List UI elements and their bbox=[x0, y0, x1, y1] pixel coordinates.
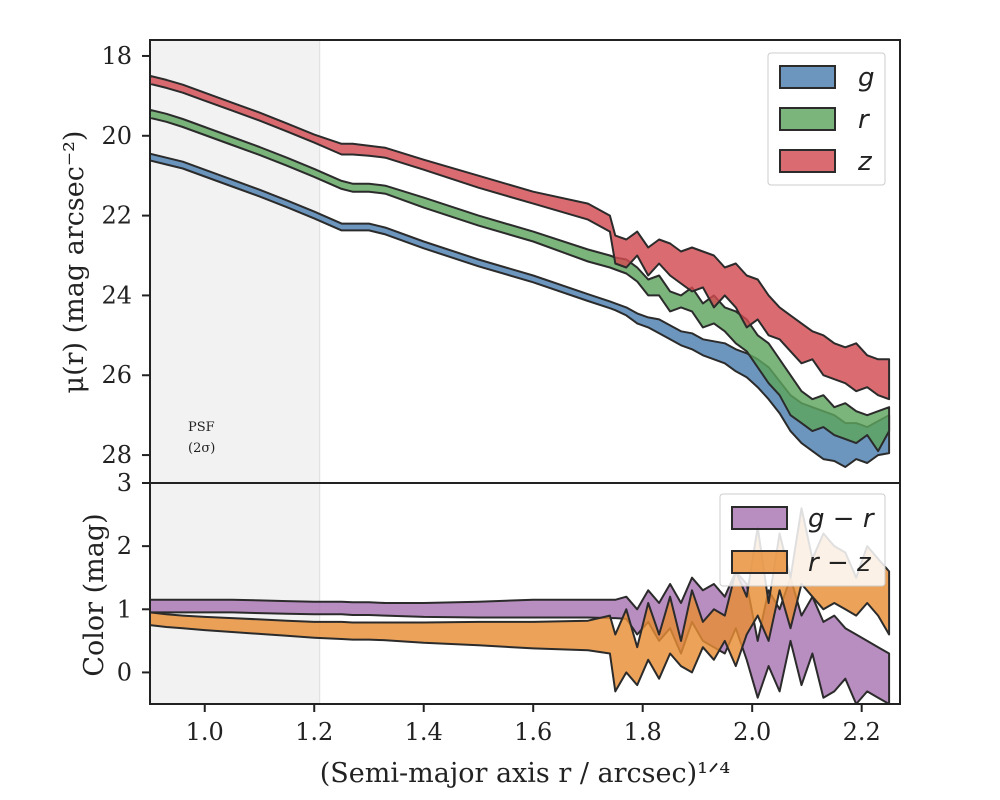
y-axis-label-top: μ(r) (mag arcsec⁻²) bbox=[59, 131, 90, 394]
x-axis-label: (Semi-major axis r / arcsec)¹ᐟ⁴ bbox=[320, 758, 730, 789]
legend-label: r bbox=[858, 105, 871, 135]
x-tick-label: 2.2 bbox=[843, 718, 881, 746]
psf-shade-top bbox=[150, 40, 320, 483]
legend-swatch bbox=[779, 149, 836, 173]
x-tick-label: 1.4 bbox=[405, 718, 443, 746]
psf-sublabel: (2σ) bbox=[188, 441, 215, 456]
x-tick-label: 1.0 bbox=[186, 718, 224, 746]
legend-label: g − r bbox=[808, 504, 876, 534]
psf-label: PSF bbox=[188, 420, 215, 435]
color-panel: 0 1 2 3 1.0 1.2 1.4 1.6 1.8 2.0 2.2 Color (mag) (… bbox=[79, 469, 901, 789]
psf-shade-bottom bbox=[150, 483, 320, 704]
y-tick-label: 22 bbox=[101, 202, 132, 230]
surface-brightness-panel: PSF (2σ) 18 20 22 24 26 28 μ(r) (mag arcsec⁻²… bbox=[59, 39, 901, 484]
legend-label: r − z bbox=[808, 548, 872, 578]
legend-swatch bbox=[779, 107, 836, 131]
legend-swatch bbox=[731, 506, 788, 530]
x-tick-label: 2.0 bbox=[733, 718, 771, 746]
y-axis-label-bottom: Color (mag) bbox=[79, 513, 110, 676]
y-tick-label: 26 bbox=[101, 361, 132, 389]
band-gr-0 bbox=[150, 570, 891, 704]
x-tick-label: 1.6 bbox=[514, 718, 552, 746]
band-r-1 bbox=[150, 108, 891, 453]
legend-swatch bbox=[731, 550, 788, 574]
y-tick-label: 24 bbox=[101, 281, 132, 309]
x-tick-label: 1.8 bbox=[624, 718, 662, 746]
y-tick-label: 28 bbox=[101, 441, 132, 469]
legend-label: g bbox=[858, 63, 875, 93]
x-tick-label: 1.2 bbox=[295, 718, 333, 746]
y-tick-label: 0 bbox=[117, 658, 132, 686]
y-tick-label: 20 bbox=[101, 122, 132, 150]
legend-swatch bbox=[779, 65, 836, 89]
legend-label: z bbox=[857, 147, 873, 177]
bottom-axes-frame bbox=[149, 482, 901, 705]
y-tick-label: 2 bbox=[117, 532, 132, 560]
y-tick-label: 18 bbox=[101, 42, 132, 70]
legend-bottom: g − r r − z bbox=[719, 493, 886, 587]
legend-top: grz bbox=[767, 52, 886, 186]
y-tick-label: 3 bbox=[117, 469, 132, 497]
y-tick-label: 1 bbox=[117, 595, 132, 623]
band-rz-1 bbox=[150, 507, 891, 693]
band-z-2 bbox=[150, 74, 891, 401]
band-g-0 bbox=[150, 152, 891, 468]
